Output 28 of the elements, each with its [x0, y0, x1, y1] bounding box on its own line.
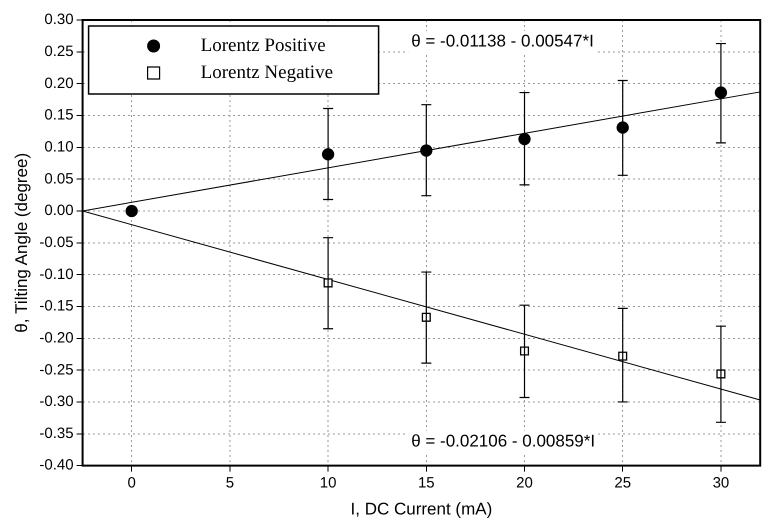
x-tick-label: 25: [614, 474, 632, 492]
y-tick-label: 0.10: [44, 138, 74, 156]
y-tick-label: -0.05: [39, 234, 74, 251]
y-axis-title: θ, Tilting Angle (degree): [12, 152, 31, 333]
y-tick-label: 0.15: [44, 106, 74, 124]
x-tick-label: 0: [128, 474, 136, 492]
y-tick-label: 0.25: [44, 42, 74, 60]
annotation: θ = -0.02106 - 0.00859*I: [411, 431, 596, 450]
y-tick-label: -0.10: [39, 266, 74, 283]
legend-label: Lorentz Positive: [200, 34, 326, 56]
y-tick-label: 0.05: [44, 170, 74, 188]
y-tick-label: -0.15: [39, 298, 74, 315]
y-tick-label: 0.30: [44, 11, 74, 28]
y-tick-label: -0.35: [39, 424, 74, 442]
annotation: θ = -0.01138 - 0.00547*I: [411, 32, 594, 51]
y-tick-label: -0.25: [39, 361, 74, 378]
x-tick-label: 20: [516, 474, 533, 492]
y-tick-label: 0.20: [44, 74, 74, 92]
y-tick-label: -0.20: [39, 329, 74, 346]
legend-label: Lorentz Negative: [200, 62, 333, 83]
x-axis-title: I, DC Current (mA): [350, 499, 492, 518]
y-tick-label: -0.30: [39, 393, 74, 410]
x-tick-label: 15: [418, 474, 435, 492]
y-tick-label: -0.40: [39, 456, 74, 474]
x-tick-label: 10: [320, 474, 336, 492]
x-tick-label: 30: [712, 474, 730, 492]
x-tick-label: 5: [226, 474, 234, 492]
y-tick-label: 0.00: [44, 202, 74, 220]
